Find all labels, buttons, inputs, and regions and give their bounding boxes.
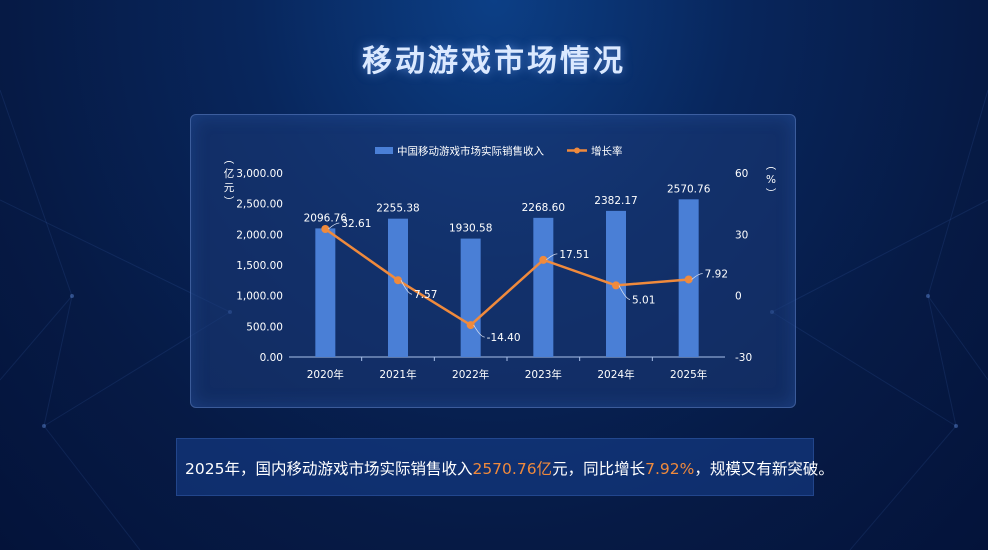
growth-label-leader bbox=[400, 280, 413, 295]
legend: 中国移动游戏市场实际销售收入 增长率 bbox=[375, 145, 623, 158]
y-left-tick-label: 3,000.00 bbox=[236, 168, 283, 180]
growth-point-2020年 bbox=[321, 224, 330, 233]
growth-point-2023年 bbox=[539, 255, 548, 264]
axis-title-char: 亿 bbox=[224, 167, 235, 180]
growth-value-label: 7.92 bbox=[705, 268, 728, 280]
summary-text-middle: 元，同比增长 bbox=[552, 460, 646, 478]
axis-title-char: 元 bbox=[224, 182, 235, 194]
combo-chart: 中国移动游戏市场实际销售收入 增长率 （ 亿元 ） （% ） 0.00 500.00 1,… bbox=[222, 145, 776, 382]
x-tick-label: 2024年 bbox=[597, 368, 634, 381]
growth-label-leader bbox=[691, 273, 703, 280]
bar-2022年 bbox=[460, 238, 481, 357]
y-right-tick-label: -30 bbox=[735, 352, 752, 364]
axis-title-char: （ bbox=[222, 154, 234, 165]
legend-bar-swatch bbox=[375, 147, 393, 154]
bar-value-label: 2570.76 bbox=[667, 183, 711, 195]
bar-value-label: 2382.17 bbox=[594, 195, 637, 207]
bar-value-label: 2096.76 bbox=[304, 212, 348, 224]
x-tick-label: 2022年 bbox=[452, 368, 489, 381]
growth-point-2021年 bbox=[394, 276, 402, 285]
summary-text-before: 2025年，国内移动游戏市场实际销售收入 bbox=[185, 460, 473, 478]
left-axis-title: （ 亿元 ） bbox=[222, 154, 235, 207]
x-tick-label: 2021年 bbox=[379, 368, 416, 381]
growth-value-label: -14.40 bbox=[487, 332, 521, 344]
summary-growth-highlight: 7.92% bbox=[645, 460, 695, 478]
bar-2023年 bbox=[533, 217, 554, 357]
x-tick-label: 2025年 bbox=[670, 368, 707, 381]
y-left-tick-label: 1,000.00 bbox=[236, 291, 283, 303]
legend-line-marker bbox=[574, 147, 580, 154]
summary-text-after: ，规模又有新突破。 bbox=[694, 460, 834, 478]
bar-2021年 bbox=[388, 218, 408, 357]
y-left-tick-label: 0.00 bbox=[260, 352, 283, 364]
y-right-tick-label: 0 bbox=[735, 291, 742, 303]
x-tick-label: 2020年 bbox=[307, 368, 344, 381]
y-left-tick-label: 2,500.00 bbox=[236, 199, 283, 211]
growth-label-leader bbox=[546, 253, 558, 261]
y-left-tick-label: 500.00 bbox=[246, 321, 283, 333]
y-left-tick-label: 1,500.00 bbox=[236, 260, 283, 272]
y-right-tick-label: 60 bbox=[735, 168, 748, 180]
growth-value-label: 7.57 bbox=[414, 289, 437, 301]
right-axis-title: （% ） bbox=[764, 160, 776, 199]
bar-value-label: 2268.60 bbox=[522, 202, 565, 214]
axis-title-char: ） bbox=[222, 196, 234, 207]
summary-text: 2025年，国内移动游戏市场实际销售收入2570.76亿元，同比增长7.92%，… bbox=[185, 457, 834, 479]
growth-value-label: 5.01 bbox=[632, 294, 655, 306]
growth-rate-line bbox=[324, 227, 689, 327]
x-tick-label: 2023年 bbox=[525, 368, 562, 381]
summary-revenue-highlight: 2570.76亿 bbox=[472, 460, 553, 478]
growth-label-leader bbox=[473, 324, 485, 338]
y-left-tick-label: 2,000.00 bbox=[236, 229, 283, 241]
y-right-tick-label: 30 bbox=[735, 229, 748, 241]
axis-title-char: % bbox=[766, 174, 776, 186]
growth-label-leader bbox=[618, 285, 631, 300]
growth-point-2022年 bbox=[466, 321, 475, 330]
growth-label-leader bbox=[328, 222, 340, 230]
bar-2020年 bbox=[315, 228, 336, 357]
axis-title-char: （ bbox=[764, 160, 776, 171]
page-title: 移动游戏市场情况 bbox=[362, 44, 626, 79]
growth-point-2024年 bbox=[612, 281, 620, 290]
legend-line-label: 增长率 bbox=[591, 145, 623, 158]
growth-value-label: 17.51 bbox=[559, 249, 589, 261]
chart-panel: 中国移动游戏市场实际销售收入 增长率 （ 亿元 ） （% ） 0.00 500.00 1,… bbox=[190, 114, 796, 408]
growth-value-label: 32.61 bbox=[341, 218, 371, 230]
bar-value-label: 2255.38 bbox=[376, 203, 419, 215]
growth-point-2025年 bbox=[684, 275, 693, 284]
bar-value-label: 1930.58 bbox=[449, 223, 492, 235]
axis-title-char: ） bbox=[764, 188, 776, 199]
legend-bar-label: 中国移动游戏市场实际销售收入 bbox=[397, 145, 544, 158]
summary-banner: 2025年，国内移动游戏市场实际销售收入2570.76亿元，同比增长7.92%，… bbox=[176, 438, 834, 496]
